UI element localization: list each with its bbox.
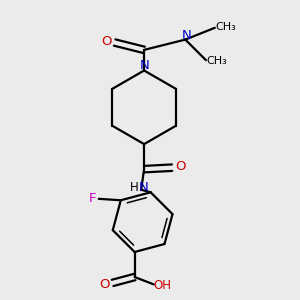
- Text: CH₃: CH₃: [216, 22, 236, 32]
- Text: O: O: [101, 34, 112, 48]
- Text: OH: OH: [154, 279, 172, 292]
- Text: H: H: [129, 181, 138, 194]
- Text: N: N: [182, 29, 192, 42]
- Text: O: O: [176, 160, 186, 173]
- Text: N: N: [140, 59, 150, 72]
- Text: N: N: [138, 181, 148, 194]
- Text: F: F: [88, 192, 96, 205]
- Text: O: O: [99, 278, 110, 291]
- Text: CH₃: CH₃: [207, 56, 227, 66]
